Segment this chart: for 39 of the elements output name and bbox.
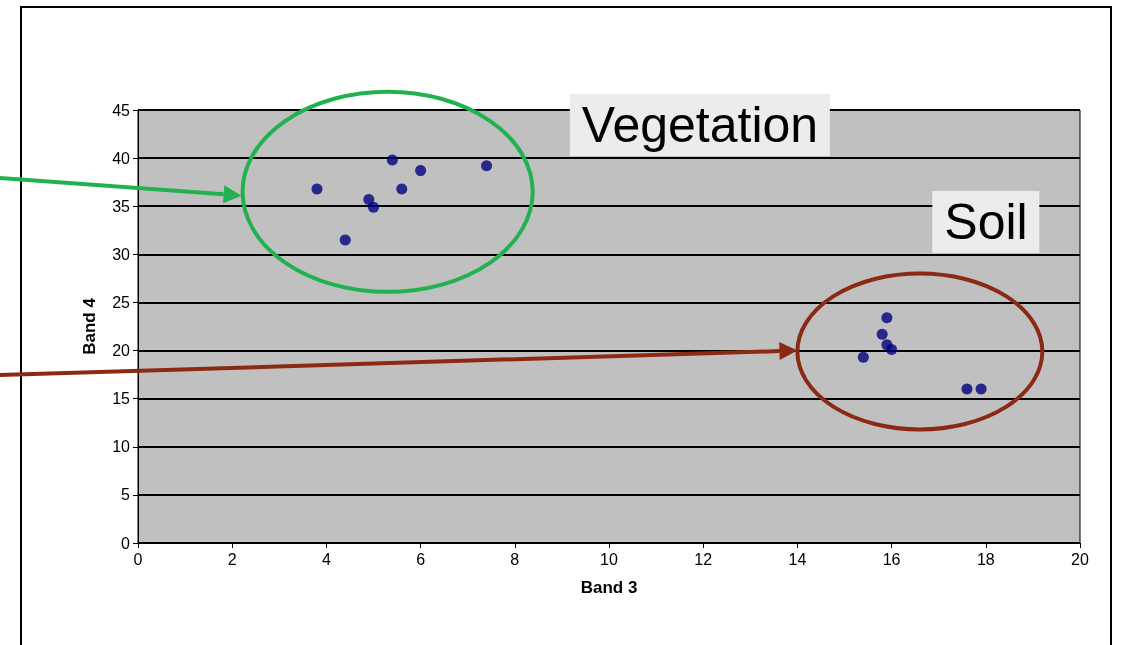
x-tick-label: 6 xyxy=(416,550,426,568)
x-tick-label: 8 xyxy=(510,550,520,568)
point xyxy=(961,383,973,395)
point xyxy=(481,160,493,172)
annotation: Soil xyxy=(932,191,1040,253)
point xyxy=(975,383,987,395)
x-tick-label: 14 xyxy=(788,550,807,568)
point xyxy=(363,193,375,205)
x-tick-label: 20 xyxy=(1071,550,1089,568)
annotation: Vegetation xyxy=(569,94,831,156)
point xyxy=(857,351,869,363)
x-axis-title: Band 3 xyxy=(580,578,638,597)
x-tick-label: 0 xyxy=(133,550,143,568)
point xyxy=(339,234,351,246)
y-tick-label: 25 xyxy=(112,293,131,311)
point xyxy=(368,201,379,213)
x-tick-label: 16 xyxy=(882,550,901,568)
y-tick-label: 0 xyxy=(121,534,131,552)
x-tick-label: 4 xyxy=(321,550,331,568)
y-axis-title: Band 4 xyxy=(80,297,99,355)
y-tick-label: 35 xyxy=(112,197,131,215)
point xyxy=(386,154,398,166)
point xyxy=(876,328,888,340)
x-tick-label: 18 xyxy=(976,550,995,568)
x-tick-label: 10 xyxy=(600,550,618,568)
x-tick-label: 2 xyxy=(227,550,237,568)
y-tick-label: 5 xyxy=(121,486,131,504)
y-tick-label: 30 xyxy=(112,245,131,263)
y-tick-label: 45 xyxy=(112,101,131,119)
y-tick-label: 15 xyxy=(112,390,131,408)
point xyxy=(886,344,898,356)
y-tick-label: 40 xyxy=(112,149,131,167)
point xyxy=(396,183,408,195)
point xyxy=(881,312,893,324)
y-tick-label: 20 xyxy=(112,342,131,360)
x-tick-label: 12 xyxy=(694,550,713,568)
point xyxy=(415,165,427,177)
point xyxy=(311,183,323,195)
y-tick-label: 10 xyxy=(112,438,131,456)
